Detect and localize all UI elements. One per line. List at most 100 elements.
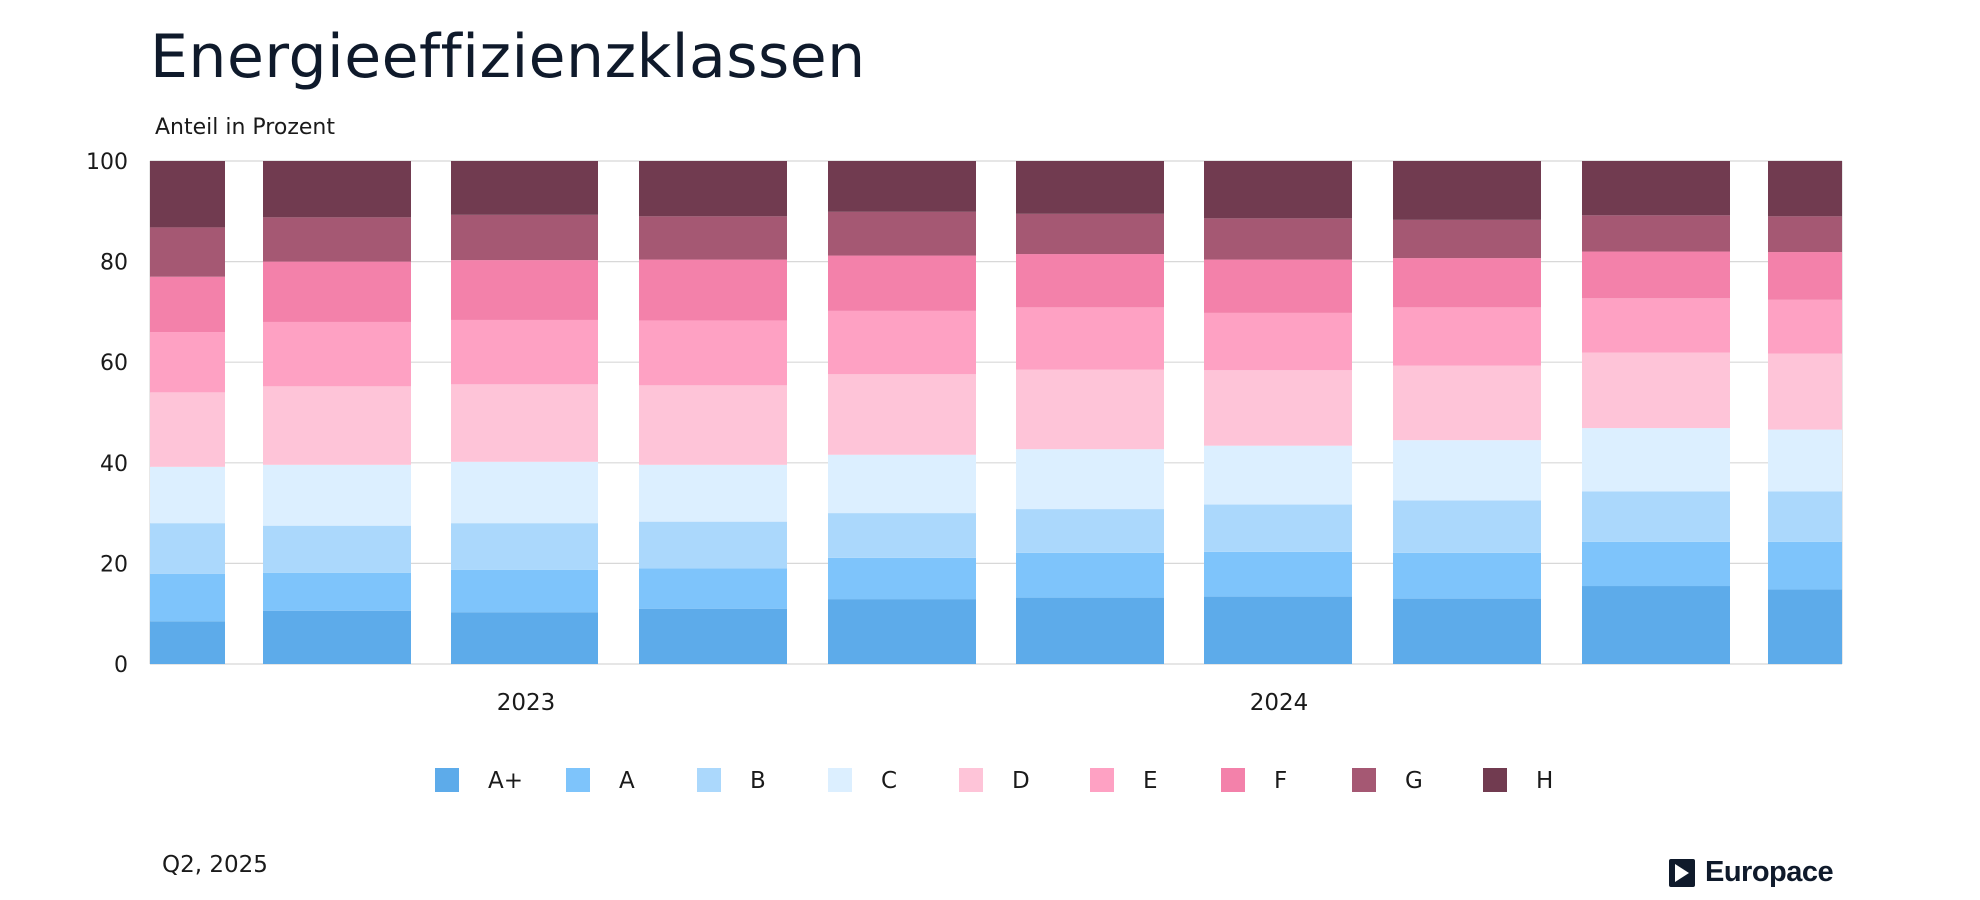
bar-segment-aplus bbox=[1016, 597, 1164, 664]
bar-segment-b bbox=[263, 525, 411, 573]
bar-segment-h bbox=[1582, 161, 1730, 216]
legend-label: G bbox=[1405, 768, 1423, 794]
bar-segment-f bbox=[1204, 259, 1352, 313]
stacked-bar-chart: 0 20 40 60 80 100 2023 2024 A+ A B C D E F G H bbox=[86, 150, 1843, 794]
bar-segment-a bbox=[451, 569, 598, 613]
bar-segment-f bbox=[451, 260, 598, 320]
bar-segment-d bbox=[639, 385, 787, 465]
bar-segment-e bbox=[1393, 307, 1541, 366]
bar-segment-b bbox=[1204, 504, 1352, 552]
bar-segment-f bbox=[1768, 252, 1842, 300]
bar-segment-h bbox=[1016, 161, 1164, 214]
legend-label: F bbox=[1274, 768, 1287, 794]
x-group-label: 2023 bbox=[497, 690, 556, 716]
bar-segment-a bbox=[639, 568, 787, 609]
bar-segment-d bbox=[1768, 353, 1842, 430]
bar-segment-d bbox=[1582, 352, 1730, 429]
legend-swatch bbox=[1352, 768, 1376, 792]
bar-segment-b bbox=[1016, 509, 1164, 553]
bar-segment-g bbox=[150, 227, 225, 277]
bar-segment-c bbox=[1016, 449, 1164, 510]
bar-segment-c bbox=[1768, 429, 1842, 492]
bar-segment-g bbox=[639, 216, 787, 260]
y-tick-label: 100 bbox=[86, 150, 128, 175]
chart-subtitle: Anteil in Prozent bbox=[155, 115, 335, 140]
bar-segment-d bbox=[1016, 369, 1164, 450]
bar-segment-b bbox=[639, 521, 787, 569]
bar-segment-c bbox=[639, 464, 787, 522]
bar-segment-a bbox=[828, 557, 976, 600]
bar-segment-e bbox=[263, 321, 411, 387]
bar-segment-d bbox=[263, 386, 411, 465]
bar-segment-e bbox=[1204, 312, 1352, 371]
bar-segment-d bbox=[1393, 365, 1541, 441]
footer-date: Q2, 2025 bbox=[162, 852, 268, 878]
legend-label: H bbox=[1536, 768, 1553, 794]
bar-segment-f bbox=[1016, 254, 1164, 308]
bar-segment-e bbox=[1016, 307, 1164, 370]
bar-segment-aplus bbox=[1582, 586, 1730, 664]
bar-segment-aplus bbox=[639, 608, 787, 664]
bar-segment-c bbox=[1204, 445, 1352, 505]
bar-segment-h bbox=[1768, 161, 1842, 217]
y-tick-label: 80 bbox=[100, 251, 128, 276]
legend-swatch bbox=[1090, 768, 1114, 792]
bar-segment-e bbox=[451, 319, 598, 385]
bar-segment-g bbox=[263, 217, 411, 262]
bar-segment-g bbox=[1204, 218, 1352, 260]
y-tick-label: 0 bbox=[114, 653, 128, 678]
bar-segment-h bbox=[150, 161, 225, 228]
bar-segment-b bbox=[451, 523, 598, 570]
chart-title: Energieeffizienzklassen bbox=[150, 22, 866, 92]
bar-segment-c bbox=[828, 454, 976, 514]
legend-label: B bbox=[750, 768, 766, 794]
bar-segment-g bbox=[1768, 216, 1842, 253]
legend-swatch bbox=[959, 768, 983, 792]
bar-segment-a bbox=[150, 573, 225, 622]
bar-segment-c bbox=[263, 464, 411, 526]
bar-segment-d bbox=[1204, 370, 1352, 446]
bar-segment-aplus bbox=[263, 610, 411, 664]
bar-segment-g bbox=[828, 211, 976, 256]
brand-name: Europace bbox=[1705, 856, 1834, 888]
y-tick-label: 60 bbox=[100, 351, 128, 376]
bar-segment-f bbox=[639, 259, 787, 321]
bar-segment-f bbox=[150, 276, 225, 333]
bar-segment-h bbox=[451, 161, 598, 215]
legend-swatch bbox=[435, 768, 459, 792]
bar-segment-aplus bbox=[1768, 589, 1842, 664]
bar-segment-aplus bbox=[1204, 596, 1352, 664]
legend-label: E bbox=[1143, 768, 1158, 794]
bar-segment-f bbox=[1582, 251, 1730, 299]
bar-segment-b bbox=[1768, 491, 1842, 542]
bar-segment-b bbox=[1393, 500, 1541, 553]
legend-swatch bbox=[566, 768, 590, 792]
legend-swatch bbox=[1221, 768, 1245, 792]
bar-segment-e bbox=[828, 310, 976, 375]
bar-segment-aplus bbox=[150, 621, 225, 664]
legend-swatch bbox=[697, 768, 721, 792]
bar-segment-g bbox=[1016, 213, 1164, 255]
bar-segment-b bbox=[1582, 491, 1730, 542]
bar-segment-d bbox=[828, 374, 976, 455]
bar-segment-a bbox=[1582, 541, 1730, 587]
legend-label: D bbox=[1012, 768, 1030, 794]
bar-segment-f bbox=[828, 255, 976, 311]
bar-segment-e bbox=[639, 320, 787, 386]
bar-segment-e bbox=[1768, 299, 1842, 354]
legend-label: C bbox=[881, 768, 897, 794]
bar-segment-h bbox=[639, 161, 787, 217]
x-group-label: 2024 bbox=[1250, 690, 1309, 716]
bar-segment-a bbox=[1393, 552, 1541, 599]
bar-segment-h bbox=[828, 161, 976, 212]
europace-logo-icon bbox=[1669, 858, 1695, 887]
bar-segment-a bbox=[263, 572, 411, 611]
legend-label: A bbox=[619, 768, 635, 794]
bar-segment-h bbox=[263, 161, 411, 218]
bar-segment-a bbox=[1016, 552, 1164, 598]
bar-segment-g bbox=[451, 214, 598, 261]
y-tick-label: 20 bbox=[100, 552, 128, 577]
bar-segment-g bbox=[1393, 219, 1541, 259]
bar-segment-h bbox=[1393, 161, 1541, 220]
bar-segment-g bbox=[1582, 215, 1730, 252]
